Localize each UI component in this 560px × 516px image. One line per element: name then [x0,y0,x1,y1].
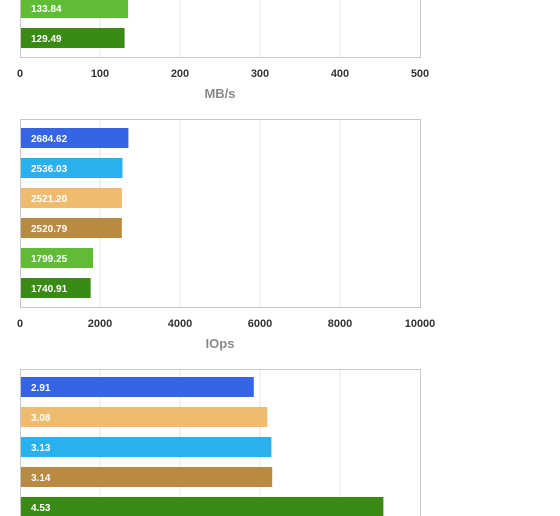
bar [21,158,123,178]
x-tick-label: 200 [171,68,189,80]
x-tick-label: 2000 [88,318,112,330]
plot-frame [20,119,421,308]
bar-value-label: 129.49 [31,34,62,45]
x-tick-label: 0 [17,318,23,330]
bar-value-label: 2.91 [31,383,51,394]
bar-value-label: 3.13 [31,443,51,454]
bar-value-label: 4.53 [31,503,51,514]
bar [21,437,272,457]
bar [21,0,129,18]
bar-value-label: 2521.20 [31,194,68,205]
bar-value-label: 2520.79 [31,224,68,235]
bar-value-label: 3.14 [31,473,51,484]
x-tick-label: 10000 [405,318,436,330]
bar [21,128,129,148]
plot-frame [20,369,421,516]
bar-value-label: 1799.25 [31,254,68,265]
bar [21,28,125,48]
bar [21,278,91,298]
bar [21,467,273,487]
bar [21,248,93,268]
x-tick-label: 400 [331,68,349,80]
bar-value-label: 1740.91 [31,284,68,295]
x-axis-title: IOps [206,336,235,351]
x-tick-label: 0 [17,68,23,80]
x-tick-label: 300 [251,68,269,80]
bar-value-label: 3.08 [31,413,51,424]
x-tick-label: 8000 [328,318,352,330]
plot-frame [20,0,421,58]
bar-value-label: 133.84 [31,4,62,15]
x-tick-label: 100 [91,68,109,80]
bar [21,377,254,397]
bar-value-label: 2684.62 [31,134,68,145]
bar [21,497,384,516]
x-tick-label: 500 [411,68,429,80]
x-tick-label: 6000 [248,318,272,330]
bar [21,188,122,208]
x-axis-title: MB/s [204,86,235,101]
bar [21,407,268,427]
x-tick-label: 4000 [168,318,192,330]
bar [21,218,122,238]
bar-value-label: 2536.03 [31,164,68,175]
